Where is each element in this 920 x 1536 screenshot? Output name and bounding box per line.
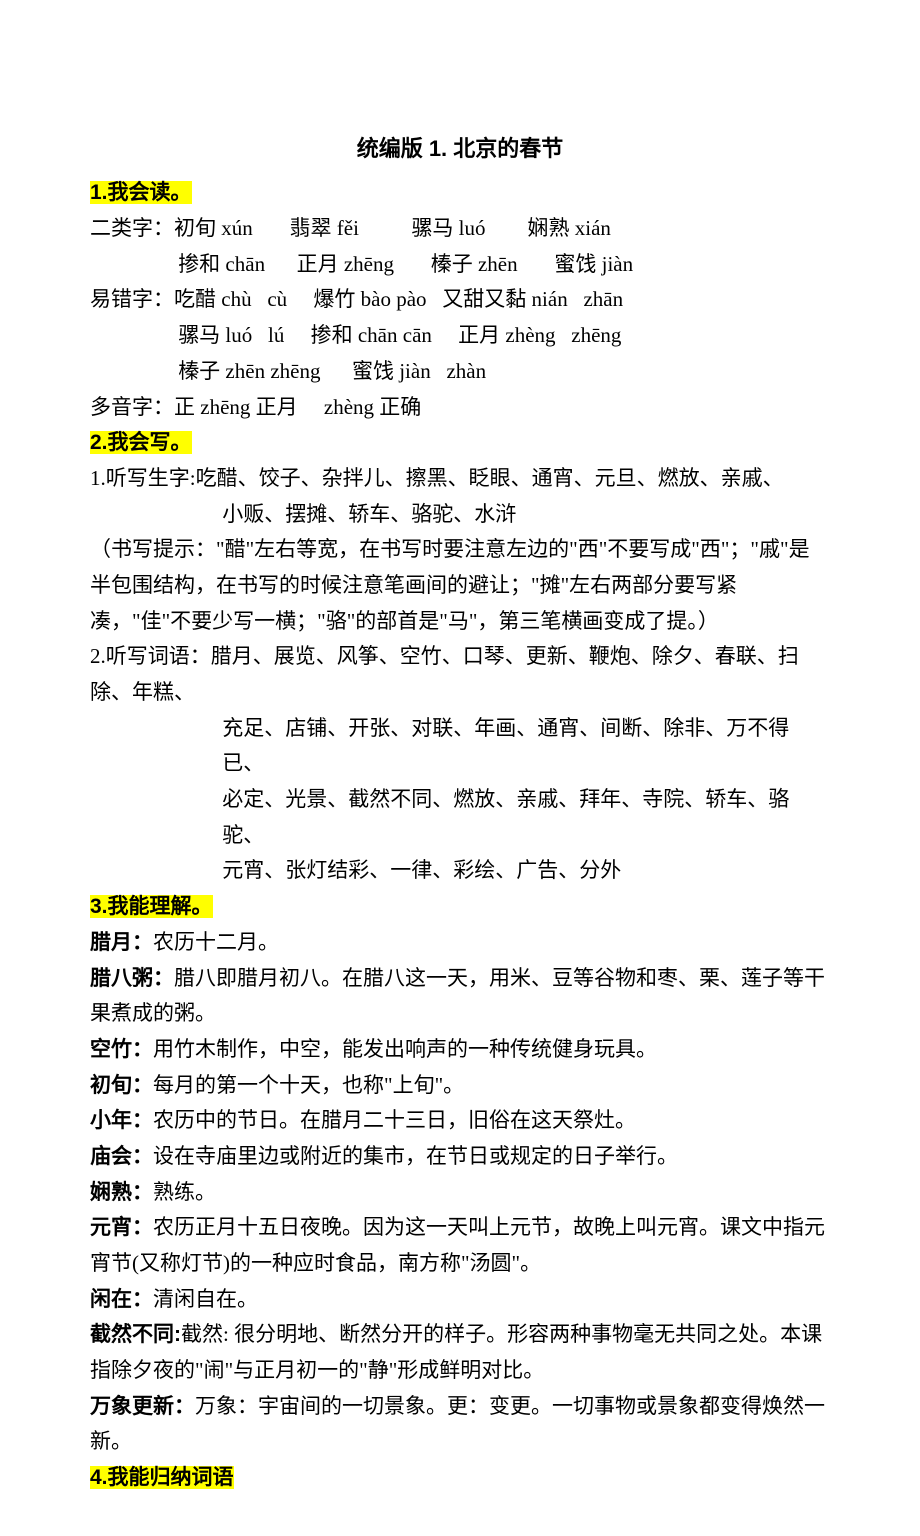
definition-term: 截然不同: [90, 1323, 181, 1346]
definition-item: 元宵：农历正月十五日夜晚。因为这一天叫上元节，故晚上叫元宵。课文中指元宵节(又称… [90, 1210, 830, 1281]
sec1-row5: 榛子 zhēn zhēng 蜜饯 jiàn zhàn [90, 354, 830, 390]
doc-title: 统编版 1. 北京的春节 [90, 130, 830, 167]
sec2-line1b: 小贩、摆摊、轿车、骆驼、水浒 [90, 497, 830, 533]
section-1-heading: 1.我会读。 [90, 181, 192, 204]
definition-text: 设在寺庙里边或附近的集市，在节日或规定的日子举行。 [153, 1144, 678, 1168]
definition-text: 每月的第一个十天，也称"上旬"。 [153, 1073, 464, 1097]
section-3-heading: 3.我能理解。 [90, 895, 213, 918]
definition-term: 娴熟： [90, 1181, 153, 1204]
definition-text: 清闲自在。 [153, 1287, 258, 1311]
definition-item: 腊月：农历十二月。 [90, 925, 830, 961]
definition-item: 空竹：用竹木制作，中空，能发出响声的一种传统健身玩具。 [90, 1032, 830, 1068]
definition-text: 用竹木制作，中空，能发出响声的一种传统健身玩具。 [153, 1037, 657, 1061]
definition-item: 娴熟：熟练。 [90, 1175, 830, 1211]
sec1-row3: 易错字：吃醋 chù cù 爆竹 bào pào 又甜又黏 nián zhān [90, 282, 830, 318]
definition-item: 截然不同:截然: 很分明地、断然分开的样子。形容两种事物毫无共同之处。本课指除夕… [90, 1317, 830, 1388]
definition-item: 庙会：设在寺庙里边或附近的集市，在节日或规定的日子举行。 [90, 1139, 830, 1175]
definition-term: 庙会： [90, 1145, 153, 1168]
definition-term: 元宵： [90, 1216, 153, 1239]
sec2-line2d: 元宵、张灯结彩、一律、彩绘、广告、分外 [90, 853, 830, 889]
sec1-row4: 骡马 luó lú 掺和 chān cān 正月 zhèng zhēng [90, 318, 830, 354]
definition-item: 万象更新：万象：宇宙间的一切景象。更：变更。一切事物或景象都变得焕然一新。 [90, 1389, 830, 1460]
definition-term: 小年： [90, 1109, 153, 1132]
definition-text: 农历正月十五日夜晚。因为这一天叫上元节，故晚上叫元宵。课文中指元宵节(又称灯节)… [90, 1215, 825, 1275]
sec2-line2b: 充足、店铺、开张、对联、年画、通宵、间断、除非、万不得已、 [90, 711, 830, 782]
definition-text: 万象：宇宙间的一切景象。更：变更。一切事物或景象都变得焕然一新。 [90, 1394, 825, 1454]
definition-text: 熟练。 [153, 1180, 216, 1204]
definition-item: 初旬：每月的第一个十天，也称"上旬"。 [90, 1068, 830, 1104]
definition-item: 腊八粥：腊八即腊月初八。在腊八这一天，用米、豆等谷物和枣、栗、莲子等干果煮成的粥… [90, 961, 830, 1032]
definition-item: 小年：农历中的节日。在腊月二十三日，旧俗在这天祭灶。 [90, 1103, 830, 1139]
definition-term: 初旬： [90, 1074, 153, 1097]
sec2-line2c: 必定、光景、截然不同、燃放、亲戚、拜年、寺院、轿车、骆驼、 [90, 782, 830, 853]
sec1-row1: 二类字：初旬 xún 翡翠 fěi 骡马 luó 娴熟 xián [90, 211, 830, 247]
definition-term: 空竹： [90, 1038, 153, 1061]
definition-text: 截然: 很分明地、断然分开的样子。形容两种事物毫无共同之处。本课指除夕夜的"闹"… [90, 1322, 822, 1382]
sec1-row6: 多音字：正 zhēng 正月 zhèng 正确 [90, 390, 830, 426]
definition-item: 闲在：清闲自在。 [90, 1282, 830, 1318]
definition-text: 腊八即腊月初八。在腊八这一天，用米、豆等谷物和枣、栗、莲子等干果煮成的粥。 [90, 966, 825, 1026]
sec2-line1: 1.听写生字:吃醋、饺子、杂拌儿、擦黑、眨眼、通宵、元旦、燃放、亲戚、 [90, 461, 830, 497]
definitions-list: 腊月：农历十二月。腊八粥：腊八即腊月初八。在腊八这一天，用米、豆等谷物和枣、栗、… [90, 925, 830, 1460]
definition-term: 闲在： [90, 1288, 153, 1311]
definition-text: 农历十二月。 [153, 930, 279, 954]
section-4-heading: 4.我能归纳词语 [90, 1466, 234, 1489]
sec2-note: （书写提示："醋"左右等宽，在书写时要注意左边的"西"不要写成"西"；"戚"是半… [90, 532, 830, 639]
section-2-heading: 2.我会写。 [90, 431, 192, 454]
definition-text: 农历中的节日。在腊月二十三日，旧俗在这天祭灶。 [153, 1108, 636, 1132]
definition-term: 腊月： [90, 931, 153, 954]
sec2-line2: 2.听写词语：腊月、展览、风筝、空竹、口琴、更新、鞭炮、除夕、春联、扫除、年糕、 [90, 639, 830, 710]
sec1-row2: 掺和 chān 正月 zhēng 榛子 zhēn 蜜饯 jiàn [90, 247, 830, 283]
definition-term: 腊八粥： [90, 967, 174, 990]
definition-term: 万象更新： [90, 1395, 195, 1418]
